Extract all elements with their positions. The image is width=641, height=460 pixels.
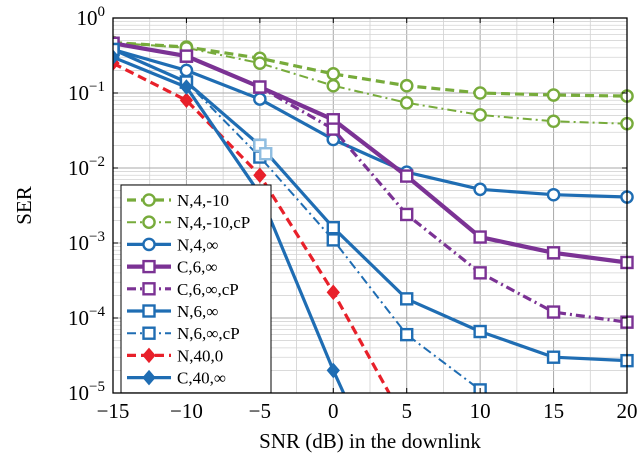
series-3-point bbox=[546, 246, 561, 260]
series-0-point bbox=[326, 67, 341, 81]
series-8-point bbox=[113, 49, 120, 65]
legend-swatch-marker bbox=[142, 193, 156, 207]
legend-swatch-marker bbox=[142, 215, 156, 229]
legend-label: N,4,-10,cP bbox=[177, 213, 250, 232]
series-8-point bbox=[326, 362, 340, 379]
series-5-point bbox=[473, 324, 487, 339]
series-4-point bbox=[473, 266, 487, 280]
highlight-line-0 bbox=[253, 138, 273, 161]
series-3-point bbox=[400, 169, 414, 183]
series-1-point bbox=[473, 108, 487, 122]
legend-label: N,40,0 bbox=[177, 346, 223, 365]
legend-label: N,4,-10 bbox=[177, 191, 229, 210]
series-0-point bbox=[546, 88, 561, 102]
series-5-point bbox=[546, 350, 561, 364]
legend-label: N,6,∞,cP bbox=[177, 324, 240, 343]
series-4-point bbox=[179, 49, 194, 63]
y-axis-label: SER bbox=[12, 186, 36, 225]
x-tick-label: −10 bbox=[170, 399, 203, 423]
legend-label: C,6,∞,cP bbox=[177, 280, 239, 299]
x-tick-label: −15 bbox=[97, 399, 130, 423]
x-tick-label: −5 bbox=[249, 399, 271, 423]
y-tick-label: 10−1 bbox=[68, 79, 105, 105]
series-5-line bbox=[113, 48, 628, 363]
series-2-point bbox=[179, 63, 194, 78]
series-2-line bbox=[113, 47, 628, 199]
series-4-point bbox=[546, 305, 561, 319]
series-1-point bbox=[253, 56, 267, 70]
legend-swatch-marker bbox=[142, 237, 156, 252]
series-6-point bbox=[400, 327, 414, 342]
legend-swatch-marker bbox=[142, 347, 156, 364]
legend-label: N,6,∞ bbox=[177, 302, 218, 321]
series-7 bbox=[113, 55, 391, 393]
series-7-point bbox=[253, 167, 267, 184]
series-0-line bbox=[113, 41, 628, 98]
y-tick-label: 10−5 bbox=[68, 379, 105, 405]
legend: N,4,-10 N,4,-10,cP N,4,∞ C,6,∞ C,6,∞,cP N,6,∞… bbox=[120, 184, 272, 394]
series-6-point bbox=[113, 42, 120, 57]
x-tick-label: 20 bbox=[617, 399, 638, 423]
legend-swatch-marker bbox=[142, 326, 156, 340]
legend-label: N,4,∞ bbox=[177, 235, 218, 254]
series-8-point bbox=[179, 79, 194, 95]
y-tick-label: 100 bbox=[77, 4, 106, 30]
legend-label: C,6,∞ bbox=[177, 258, 217, 277]
series-4-line bbox=[113, 41, 628, 324]
series-1-point bbox=[399, 96, 414, 110]
y-tick-label: 10−4 bbox=[68, 304, 105, 330]
series-3-point bbox=[473, 230, 487, 244]
series-7-point bbox=[326, 284, 340, 301]
series-3-line bbox=[113, 41, 628, 265]
highlight-line-0-point bbox=[259, 147, 273, 161]
series-2-point bbox=[473, 182, 487, 197]
series-6-line bbox=[113, 48, 481, 391]
legend-swatch-marker bbox=[142, 369, 156, 386]
series-4-point bbox=[253, 80, 267, 94]
series-6-point bbox=[326, 233, 340, 247]
plot-frame bbox=[112, 17, 628, 394]
series-1-point bbox=[326, 78, 341, 93]
legend-swatch-marker bbox=[142, 304, 156, 318]
legend-swatch-marker bbox=[142, 259, 156, 274]
x-tick-label: 10 bbox=[470, 399, 491, 423]
axis-ticks: −15 −10 −5 0 5 10 15 20 10−5 10−4 10−3 10−2 10−1 100 bbox=[68, 4, 637, 423]
series-1-point bbox=[546, 114, 561, 129]
legend-swatch-marker bbox=[142, 282, 156, 296]
x-tick-label: 15 bbox=[543, 399, 564, 423]
series-4-point bbox=[400, 207, 414, 222]
x-tick-label: 0 bbox=[328, 399, 339, 423]
series-4 bbox=[113, 36, 634, 329]
series-4-point bbox=[326, 122, 340, 136]
series-5-point bbox=[400, 292, 414, 306]
x-tick-label: 5 bbox=[401, 399, 412, 423]
series-2-point bbox=[253, 92, 267, 106]
series-0-point bbox=[473, 86, 487, 100]
series-5-point bbox=[326, 220, 340, 235]
x-axis-label: SNR (dB) in the downlink bbox=[259, 429, 481, 453]
y-tick-label: 10−2 bbox=[68, 154, 105, 180]
grid-lines bbox=[112, 18, 628, 393]
series-7-point bbox=[179, 92, 194, 109]
series-0-point bbox=[399, 78, 414, 93]
legend-label: C,40,∞ bbox=[177, 369, 226, 388]
series-2-point bbox=[546, 187, 561, 202]
y-tick-label: 10−3 bbox=[68, 229, 105, 255]
